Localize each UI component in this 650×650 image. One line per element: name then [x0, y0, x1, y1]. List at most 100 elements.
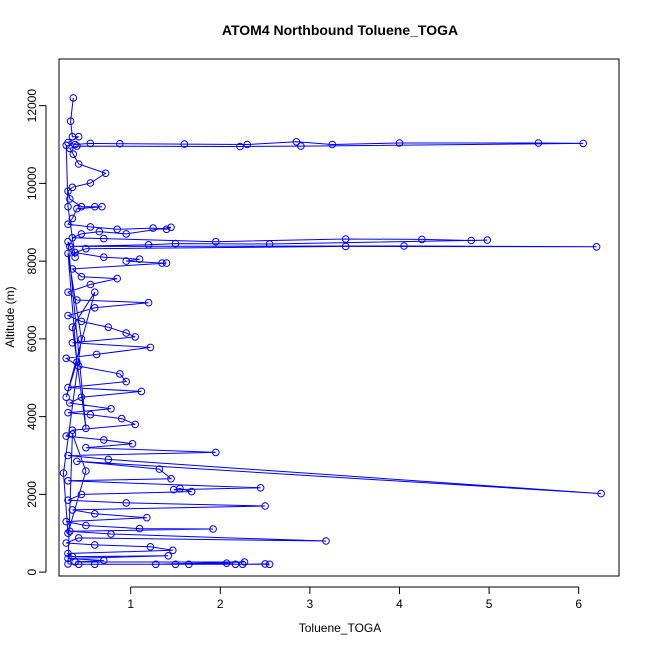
- data-point: [117, 414, 126, 423]
- data-point: [144, 298, 153, 307]
- data-point: [66, 527, 74, 536]
- data-point: [64, 249, 72, 258]
- data-point: [167, 223, 175, 232]
- data-point: [91, 288, 99, 297]
- data-point: [100, 253, 108, 262]
- data-point: [209, 525, 217, 533]
- data-point: [62, 517, 70, 526]
- data-point: [243, 140, 251, 149]
- data-point: [74, 534, 83, 542]
- data-point: [71, 140, 79, 149]
- data-point: [68, 430, 77, 438]
- data-point: [91, 541, 99, 549]
- data-point: [62, 354, 70, 363]
- data-point: [579, 139, 588, 148]
- data-point: [116, 139, 124, 148]
- data-point: [113, 274, 121, 283]
- data-point: [483, 236, 492, 244]
- y-tick-label: 6000: [25, 325, 39, 352]
- data-point: [92, 350, 101, 359]
- y-tick-label: 12000: [25, 89, 39, 123]
- data-point: [104, 455, 113, 464]
- data-point: [91, 304, 99, 312]
- data-point: [68, 339, 77, 347]
- data-point: [395, 139, 404, 147]
- data-point: [185, 560, 193, 569]
- data-point: [82, 443, 90, 452]
- data-point: [64, 496, 72, 505]
- data-point: [64, 311, 72, 320]
- data-point: [64, 237, 72, 246]
- data-point: [131, 333, 139, 341]
- data-point: [62, 393, 70, 402]
- data-point: [146, 543, 155, 551]
- data-point: [64, 383, 72, 392]
- data-point: [297, 142, 305, 150]
- data-point: [171, 560, 180, 569]
- data-point: [261, 560, 269, 568]
- data-point: [91, 510, 99, 518]
- x-tick-label: 6: [575, 597, 582, 611]
- data-point: [66, 195, 74, 203]
- data-point: [149, 224, 157, 232]
- series-line: [62, 97, 602, 565]
- data-point: [169, 546, 177, 555]
- data-point: [162, 225, 171, 234]
- data-point: [98, 202, 106, 211]
- data-point: [292, 138, 301, 146]
- data-point: [187, 487, 196, 496]
- data-point: [146, 343, 155, 352]
- data-point: [265, 240, 274, 248]
- data-point: [104, 323, 113, 332]
- y-tick-label: 0: [25, 568, 39, 575]
- x-tick-label: 5: [486, 597, 493, 611]
- data-point: [231, 560, 240, 569]
- data-point: [131, 420, 139, 429]
- data-point: [86, 139, 95, 148]
- data-point: [176, 484, 184, 493]
- data-point: [328, 140, 337, 149]
- x-tick-label: 2: [217, 597, 224, 611]
- data-point: [69, 94, 78, 102]
- data-point: [77, 317, 86, 326]
- data-point: [74, 160, 83, 168]
- data-point: [62, 141, 70, 150]
- y-tick-label: 4000: [25, 403, 39, 430]
- x-tick-label: 1: [127, 597, 134, 611]
- data-point: [212, 237, 220, 246]
- data-point: [74, 132, 83, 141]
- data-point: [265, 560, 274, 569]
- plot-frame: [58, 58, 620, 577]
- y-axis-label: Altitude (m): [3, 286, 17, 347]
- data-point: [122, 377, 130, 386]
- data-point: [68, 214, 77, 223]
- data-point: [256, 484, 265, 492]
- data-point: [64, 187, 72, 195]
- data-point: [64, 202, 72, 211]
- data-point: [73, 296, 81, 304]
- data-point: [107, 530, 115, 538]
- data-point: [122, 257, 130, 265]
- data-point: [69, 150, 78, 158]
- data-point: [77, 393, 86, 402]
- data-point: [73, 204, 81, 213]
- data-point: [68, 265, 77, 273]
- data-point: [86, 223, 95, 231]
- data-point: [322, 537, 330, 545]
- x-tick-label: 3: [307, 597, 314, 611]
- data-point: [64, 451, 72, 460]
- data-point: [82, 467, 90, 475]
- data-point: [86, 280, 95, 289]
- x-axis-label: Toluene_TOGA: [299, 621, 382, 635]
- data-point: [66, 242, 74, 251]
- data-point: [113, 225, 121, 234]
- data-point: [155, 465, 164, 473]
- data-point: [137, 387, 146, 396]
- data-point: [144, 241, 153, 249]
- data-point: [64, 288, 72, 297]
- data-point: [100, 234, 108, 243]
- data-point: [167, 475, 175, 483]
- data-point: [68, 323, 77, 332]
- data-point: [77, 272, 86, 281]
